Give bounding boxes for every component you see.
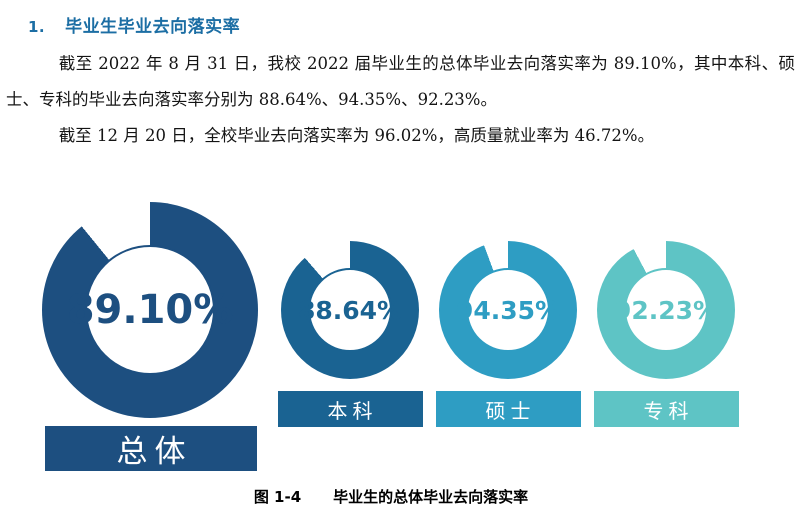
donut-ring-undergraduate: 88.64% [281, 241, 419, 379]
donut-label-bar-master: 硕士 [435, 391, 581, 427]
donut-ring-associate: 92.23% [597, 241, 735, 379]
donut-hole-master: 94.35% [456, 268, 560, 352]
donut-value-associate: 92.23% [613, 295, 719, 325]
donut-hole-associate: 92.23% [614, 268, 718, 352]
section-heading: 1. 毕业生毕业去向落实率 [28, 12, 240, 37]
figure-caption-label: 图 1-4 [253, 488, 302, 506]
donut-value-master: 94.35% [455, 295, 561, 325]
donut-label-text-overall: 总体 [116, 434, 193, 470]
donut-hole-overall: 89.10% [67, 245, 233, 375]
donut-value-undergraduate: 88.64% [297, 295, 403, 325]
donut-label-bar-associate: 专科 [593, 391, 739, 427]
paragraph-1: 截至 2022 年 8 月 31 日，我校 2022 届毕业生的总体毕业去向落实… [6, 54, 795, 109]
figure-caption: 图 1-4 毕业生的总体毕业去向落实率 [0, 486, 782, 507]
heading-number: 1. [28, 18, 46, 36]
donut-label-text-associate: 专科 [643, 398, 694, 423]
donut-value-overall: 89.10% [66, 287, 234, 333]
figure-caption-title: 毕业生的总体毕业去向落实率 [333, 488, 529, 506]
donut-ring-master: 94.35% [439, 241, 577, 379]
donut-hole-undergraduate: 88.64% [298, 268, 402, 352]
donut-label-text-undergraduate: 本科 [327, 398, 378, 423]
donut-ring-overall: 89.10% [42, 202, 258, 418]
donut-label-text-master: 硕士 [485, 398, 536, 423]
paragraph-2: 截至 12 月 20 日，全校毕业去向落实率为 96.02%，高质量就业率为 4… [58, 126, 655, 145]
body-text: 截至 2022 年 8 月 31 日，我校 2022 届毕业生的总体毕业去向落实… [6, 46, 795, 154]
donut-label-bar-overall: 总体 [45, 426, 257, 471]
donut-label-bar-undergraduate: 本科 [277, 391, 423, 427]
heading-title: 毕业生毕业去向落实率 [65, 17, 241, 37]
